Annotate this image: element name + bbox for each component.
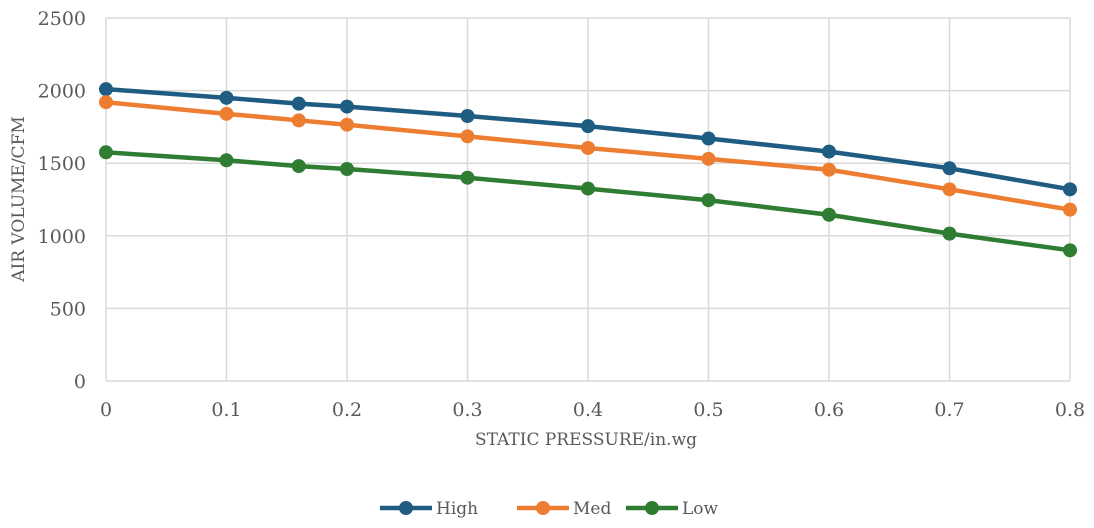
data-point-high: [822, 144, 836, 159]
data-point-high: [942, 161, 957, 176]
y-tick-label: 2500: [38, 8, 86, 30]
data-point-med: [460, 129, 475, 144]
data-point-high: [291, 96, 306, 111]
legend-item-low[interactable]: Low: [626, 499, 719, 519]
x-tick-label: 0.4: [573, 399, 603, 421]
data-point-low: [340, 162, 354, 177]
x-tick-label: 0.3: [452, 399, 482, 421]
series-line-med: [103, 99, 1073, 212]
data-point-med: [340, 117, 354, 132]
grid: [105, 17, 1071, 382]
y-axis-title: AIR VOLUME/CFM: [9, 116, 29, 283]
series-group: [99, 82, 1077, 258]
series-line-low: [103, 150, 1073, 253]
data-point-med: [822, 162, 836, 177]
data-point-low: [942, 226, 957, 241]
legend-label: Med: [573, 499, 611, 519]
series-med: [99, 95, 1077, 217]
data-point-high: [701, 131, 716, 146]
legend: High Med Low: [380, 499, 719, 519]
data-point-low: [291, 159, 306, 174]
y-tick-label: 1500: [38, 153, 86, 175]
data-point-high: [581, 119, 595, 134]
data-point-low: [99, 145, 113, 160]
x-axis-ticks: 0 0.1 0.2 0.3 0.4 0.5 0.6 0.7 0.8: [100, 399, 1085, 421]
legend-item-med[interactable]: Med: [517, 499, 611, 519]
y-tick-label: 500: [50, 298, 86, 320]
y-axis-ticks: 0 500 1000 1500 2000 2500: [38, 8, 86, 393]
x-tick-label: 0.6: [814, 399, 844, 421]
y-tick-label: 0: [74, 371, 86, 393]
x-tick-label: 0.8: [1055, 399, 1085, 421]
data-point-med: [1063, 202, 1077, 217]
data-point-high: [1063, 182, 1077, 197]
legend-swatch-marker: [645, 501, 659, 515]
data-point-med: [701, 151, 716, 166]
legend-label: High: [436, 499, 478, 519]
x-axis-title: STATIC PRESSURE/in.wg: [475, 430, 697, 450]
legend-item-high[interactable]: High: [380, 499, 478, 519]
data-point-low: [460, 170, 475, 185]
x-tick-label: 0: [100, 399, 112, 421]
x-tick-label: 0.1: [211, 399, 241, 421]
legend-label: Low: [682, 499, 719, 519]
data-point-med: [581, 140, 595, 155]
legend-swatch-marker: [536, 501, 550, 515]
y-tick-label: 2000: [38, 81, 86, 103]
data-point-low: [701, 193, 716, 208]
legend-swatch-marker: [399, 501, 413, 515]
x-tick-label: 0.7: [934, 399, 964, 421]
data-point-high: [99, 82, 113, 97]
series-high: [99, 82, 1077, 197]
x-tick-label: 0.2: [332, 399, 362, 421]
data-point-med: [219, 106, 234, 121]
series-low: [99, 145, 1077, 258]
data-point-high: [340, 99, 354, 114]
data-point-low: [219, 153, 234, 168]
data-point-low: [822, 207, 836, 222]
data-point-high: [219, 90, 234, 105]
data-point-low: [1063, 243, 1077, 258]
y-tick-label: 1000: [38, 226, 86, 248]
data-point-med: [99, 95, 113, 110]
data-point-high: [460, 109, 475, 124]
x-tick-label: 0.5: [693, 399, 723, 421]
data-point-med: [291, 113, 306, 128]
data-point-low: [581, 181, 595, 196]
series-line-high: [103, 86, 1073, 192]
data-point-med: [942, 182, 957, 197]
